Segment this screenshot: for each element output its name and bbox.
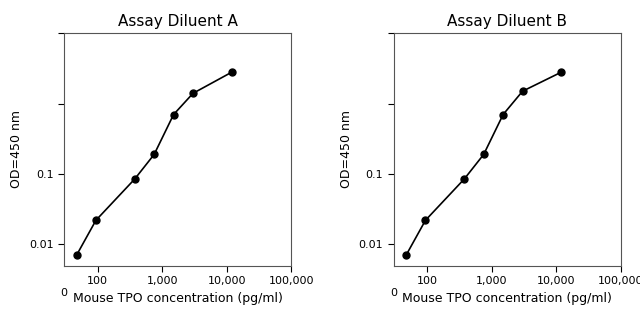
Title: Assay Diluent B: Assay Diluent B bbox=[447, 14, 567, 29]
Text: 0: 0 bbox=[61, 288, 67, 298]
X-axis label: Mouse TPO concentration (pg/ml): Mouse TPO concentration (pg/ml) bbox=[402, 291, 612, 304]
Title: Assay Diluent A: Assay Diluent A bbox=[118, 14, 237, 29]
X-axis label: Mouse TPO concentration (pg/ml): Mouse TPO concentration (pg/ml) bbox=[73, 291, 283, 304]
Y-axis label: OD=450 nm: OD=450 nm bbox=[10, 111, 24, 188]
Y-axis label: OD=450 nm: OD=450 nm bbox=[340, 111, 353, 188]
Text: 0: 0 bbox=[390, 288, 397, 298]
